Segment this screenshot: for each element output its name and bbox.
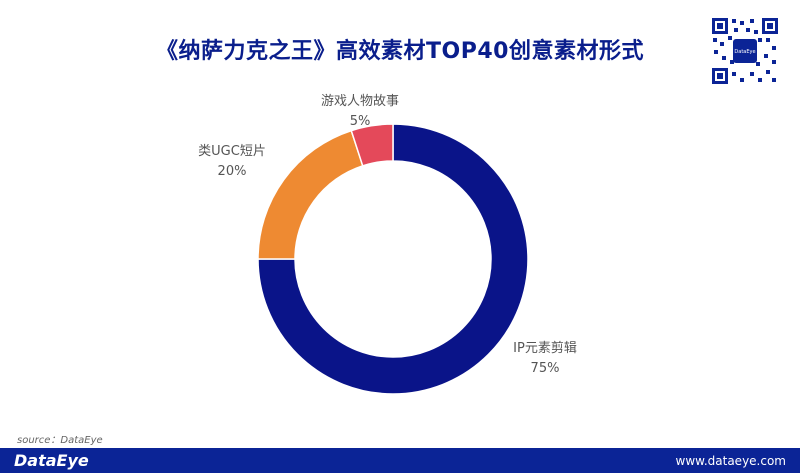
footer-bar: DataEye www.dataeye.com [0,448,800,473]
source-note: source：DataEye [17,435,103,446]
footer-brand-logo: DataEye [14,451,89,470]
qr-center-label: DataEye [734,49,755,55]
footer-website-link[interactable]: www.dataeye.com [675,454,787,468]
donut-slice-3 [350,123,394,167]
slice-labels: IP元素剪辑 75% 类UGC短片 20% 游戏人物故事 5% [198,94,577,376]
donut-slice-1 [257,123,529,395]
slice-percent-label: 5% [350,114,371,129]
slice-category-label: 游戏人物故事 [321,94,399,109]
slice-category-label: 类UGC短片 [198,144,266,159]
slice-percent-label: 20% [218,164,247,179]
donut-slice-2 [257,129,364,260]
slice-percent-label: 75% [531,361,560,376]
donut-slices [257,123,529,395]
qr-code-icon: DataEye [710,16,780,86]
slice-category-label: IP元素剪辑 [513,340,577,356]
chart-title: 《纳萨力克之王》高效素材TOP40创意素材形式 [156,39,644,64]
